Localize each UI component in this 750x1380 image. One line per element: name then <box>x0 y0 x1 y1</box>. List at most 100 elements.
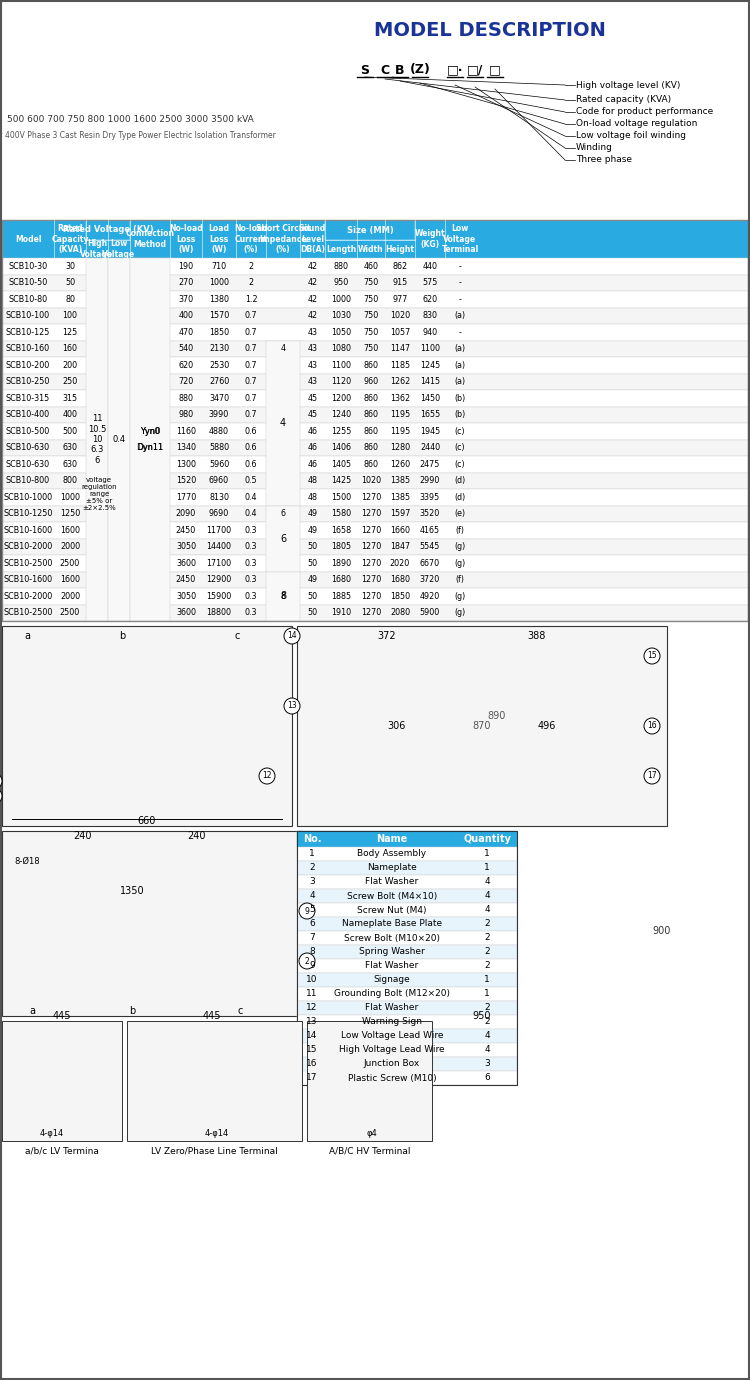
Text: 1945: 1945 <box>420 426 440 436</box>
Text: Rated Voltage (KV): Rated Voltage (KV) <box>63 225 153 235</box>
Text: a: a <box>29 1006 35 1016</box>
Text: 0.3: 0.3 <box>244 609 257 617</box>
Text: 1240: 1240 <box>331 410 351 420</box>
Text: (f): (f) <box>455 526 464 534</box>
Text: 1680: 1680 <box>390 575 410 584</box>
Text: SCB10-100: SCB10-100 <box>6 312 50 320</box>
Text: SCB10-2000: SCB10-2000 <box>3 592 52 600</box>
Text: MODEL DESCRIPTION: MODEL DESCRIPTION <box>374 21 606 40</box>
Bar <box>86 258 108 621</box>
Text: SCB10-125: SCB10-125 <box>6 328 50 337</box>
Text: 3: 3 <box>309 878 315 886</box>
Text: SCB10-1000: SCB10-1000 <box>4 493 52 502</box>
Text: 48: 48 <box>308 493 317 502</box>
Text: 860: 860 <box>364 360 379 370</box>
Text: 1680: 1680 <box>331 575 351 584</box>
Text: 1: 1 <box>484 850 490 858</box>
Text: 630: 630 <box>62 460 77 469</box>
Text: 0.7: 0.7 <box>244 344 257 353</box>
Text: 8-Ø18: 8-Ø18 <box>14 857 40 865</box>
Text: 4: 4 <box>309 891 315 901</box>
Text: 2: 2 <box>309 864 315 872</box>
Text: 1850: 1850 <box>209 328 229 337</box>
Text: 1147: 1147 <box>390 344 410 353</box>
Text: 46: 46 <box>308 443 317 453</box>
Bar <box>108 258 130 621</box>
Text: Name: Name <box>376 834 408 845</box>
Text: Quantity: Quantity <box>463 834 511 845</box>
Text: A/B/C HV Terminal: A/B/C HV Terminal <box>328 1147 410 1155</box>
Text: 5900: 5900 <box>420 609 440 617</box>
Text: 12900: 12900 <box>206 575 232 584</box>
Text: 0.7: 0.7 <box>244 410 257 420</box>
Text: 4: 4 <box>484 891 490 901</box>
Text: 50: 50 <box>308 609 317 617</box>
Text: 915: 915 <box>392 279 408 287</box>
Text: 750: 750 <box>363 295 379 304</box>
Text: 1050: 1050 <box>331 328 351 337</box>
Text: 1000: 1000 <box>60 493 80 502</box>
Text: 2: 2 <box>484 933 490 943</box>
Text: 6960: 6960 <box>209 476 229 486</box>
Bar <box>2 588 748 604</box>
Text: 0.3: 0.3 <box>244 575 257 584</box>
Circle shape <box>284 628 300 644</box>
Text: Grounding Bolt (M12×20): Grounding Bolt (M12×20) <box>334 989 450 999</box>
Text: No-load
Loss
(W): No-load Loss (W) <box>170 224 202 254</box>
Text: Body Assembly: Body Assembly <box>358 850 427 858</box>
Text: 3050: 3050 <box>176 592 196 600</box>
Text: 2: 2 <box>304 956 309 966</box>
Text: 4: 4 <box>484 905 490 915</box>
Text: 1270: 1270 <box>361 559 381 567</box>
Text: Yyn0: Yyn0 <box>140 426 160 436</box>
Bar <box>266 505 300 571</box>
Text: 750: 750 <box>363 344 379 353</box>
Text: SCB10-630: SCB10-630 <box>6 443 50 453</box>
Text: □·: □· <box>447 63 464 76</box>
Text: SCB10-30: SCB10-30 <box>8 262 47 270</box>
Bar <box>297 1000 517 1016</box>
Text: 400: 400 <box>62 410 77 420</box>
Text: Size (MM): Size (MM) <box>346 225 393 235</box>
Bar <box>297 861 517 875</box>
Text: High Voltage Lead Wire: High Voltage Lead Wire <box>339 1046 445 1054</box>
Text: 0.6: 0.6 <box>244 426 257 436</box>
Text: 1580: 1580 <box>331 509 351 519</box>
Text: 0.3: 0.3 <box>244 559 257 567</box>
Text: 80: 80 <box>65 295 75 304</box>
Text: SCB10-2500: SCB10-2500 <box>3 609 52 617</box>
Text: 1362: 1362 <box>390 393 410 403</box>
Text: 890: 890 <box>488 711 506 720</box>
Text: 980: 980 <box>178 410 194 420</box>
Text: □: □ <box>489 63 501 76</box>
Text: Load
Loss
(W): Load Loss (W) <box>209 224 230 254</box>
Bar <box>297 959 517 973</box>
Text: 1660: 1660 <box>390 526 410 534</box>
Text: 660: 660 <box>138 816 156 827</box>
Text: SCB10-800: SCB10-800 <box>6 476 50 486</box>
Text: 2: 2 <box>248 279 254 287</box>
Text: SCB10-1600: SCB10-1600 <box>4 526 52 534</box>
Circle shape <box>644 718 660 734</box>
Text: 630: 630 <box>62 443 77 453</box>
Text: (b): (b) <box>454 393 466 403</box>
Bar <box>297 987 517 1000</box>
Text: 540: 540 <box>178 344 194 353</box>
Text: 14: 14 <box>287 632 297 640</box>
Text: 42: 42 <box>308 262 317 270</box>
Text: 2760: 2760 <box>209 377 230 386</box>
Text: 0.7: 0.7 <box>244 312 257 320</box>
Text: 1300: 1300 <box>176 460 196 469</box>
Text: c: c <box>234 631 240 640</box>
Text: 5880: 5880 <box>209 443 229 453</box>
Text: 11700: 11700 <box>206 526 232 534</box>
Text: (g): (g) <box>454 542 466 551</box>
Text: 50: 50 <box>308 559 317 567</box>
Bar <box>0 0 290 219</box>
Text: 950: 950 <box>333 279 349 287</box>
Text: 15900: 15900 <box>206 592 232 600</box>
Text: No.: No. <box>303 834 321 845</box>
Bar <box>2 391 748 407</box>
Text: 5960: 5960 <box>209 460 230 469</box>
Text: 720: 720 <box>178 377 194 386</box>
